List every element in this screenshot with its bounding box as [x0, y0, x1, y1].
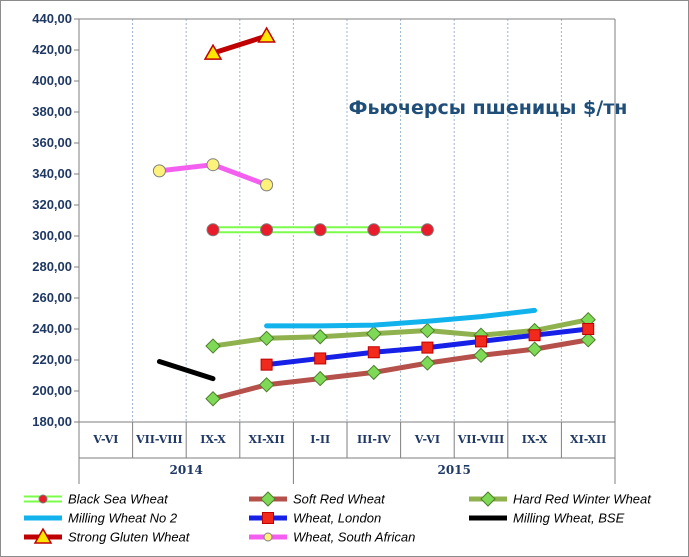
series-group: [205, 311, 596, 354]
data-point: [367, 346, 380, 359]
data-point: [421, 341, 434, 354]
grid-lines: [132, 19, 562, 422]
series-lines: [152, 26, 596, 407]
legend-item: Milling Wheat, BSE: [469, 511, 625, 526]
data-point: [206, 158, 220, 172]
legend-label: Hard Red Winter Wheat: [513, 492, 652, 507]
y-tick-label: 280,00: [32, 259, 72, 274]
data-point: [206, 223, 220, 237]
data-point: [528, 329, 541, 342]
y-tick-label: 360,00: [32, 135, 72, 150]
legend-label: Milling Wheat No 2: [68, 511, 178, 526]
legend-label: Wheat, London: [293, 511, 381, 526]
legend-item: Milling Wheat No 2: [24, 511, 178, 526]
series-group: [152, 158, 274, 192]
legend-label: Wheat, South African: [293, 530, 415, 545]
x-tick-label: V-VI: [92, 433, 118, 446]
data-point: [260, 223, 274, 237]
legend-label: Strong Gluten Wheat: [68, 530, 191, 545]
y-tick-label: 260,00: [32, 290, 72, 305]
legend-item: Soft Red Wheat: [249, 491, 386, 507]
data-point: [420, 223, 434, 237]
legend-marker: [33, 527, 53, 544]
legend-item: Hard Red Winter Wheat: [469, 491, 652, 507]
data-point: [366, 364, 382, 381]
series-line: [156, 359, 216, 382]
chart-title: Фьючерсы пшеницы $/тн: [349, 97, 628, 119]
data-point: [582, 323, 595, 335]
x-tick-label: VII-VIII: [457, 433, 505, 446]
data-point: [419, 322, 436, 339]
year-group-label: 2015: [437, 463, 470, 477]
y-tick-label: 320,00: [32, 197, 72, 212]
y-tick-label: 420,00: [32, 42, 72, 57]
x-tick-label: III-IV: [357, 433, 391, 446]
data-point: [312, 370, 328, 387]
y-tick-label: 340,00: [32, 166, 72, 181]
data-point: [367, 223, 381, 237]
data-point: [473, 347, 489, 364]
series-line: [210, 337, 591, 402]
data-point: [260, 178, 274, 192]
data-point: [203, 43, 223, 60]
data-point: [205, 338, 221, 354]
legend-marker: [263, 532, 273, 542]
data-point: [366, 325, 382, 342]
series-group: [205, 332, 596, 407]
x-tick-label: IX-X: [522, 433, 548, 446]
data-point: [419, 355, 436, 371]
series-group: [206, 223, 434, 237]
data-point: [526, 341, 543, 357]
data-point: [257, 26, 276, 43]
y-tick-label: 400,00: [32, 73, 72, 88]
x-tick-label: IX-X: [200, 433, 226, 446]
legend-marker: [262, 512, 274, 524]
x-tick-label: XI-XII: [570, 433, 606, 446]
y-tick-labels: 180,00 200,00 220,00 240,00 260,00 280,00 300,…: [32, 11, 79, 429]
data-point: [258, 330, 275, 347]
y-tick-label: 220,00: [32, 352, 72, 367]
legend-label: Soft Red Wheat: [293, 492, 386, 507]
y-tick-label: 300,00: [32, 228, 72, 243]
data-point: [258, 377, 275, 393]
data-point: [152, 164, 166, 178]
data-point: [475, 335, 487, 348]
data-point: [313, 223, 327, 237]
x-tick-labels: V-VI VII-VIII IX-X XI-XII I-II III-IV V-VI VII-…: [78, 422, 616, 459]
legend-item: Strong Gluten Wheat: [24, 527, 191, 545]
data-point: [205, 391, 221, 407]
series-group: [203, 26, 276, 60]
series-line: [210, 33, 270, 56]
legend: Black Sea Wheat Soft Red Wheat Hard Red Wi…: [24, 491, 652, 545]
data-point: [312, 329, 328, 345]
legend-item: Wheat, London: [249, 511, 381, 526]
x-tick-label: XI-XII: [248, 433, 284, 446]
series-group: [156, 359, 216, 382]
y-tick-label: 200,00: [32, 383, 72, 398]
y-tick-label: 380,00: [32, 104, 72, 119]
legend-label: Milling Wheat, BSE: [513, 511, 625, 526]
legend-item: Wheat, South African: [249, 530, 415, 545]
year-group-label: 2014: [169, 463, 202, 477]
x-tick-label: V-VI: [414, 433, 440, 446]
y-tick-label: 240,00: [32, 321, 72, 336]
data-point: [260, 358, 273, 371]
legend-marker: [480, 491, 496, 507]
data-point: [314, 352, 327, 365]
legend-item: Black Sea Wheat: [24, 492, 169, 507]
y-tick-label: 440,00: [32, 11, 72, 26]
x-tick-label: I-II: [310, 433, 330, 446]
series-line: [210, 317, 591, 349]
legend-label: Black Sea Wheat: [68, 492, 169, 507]
legend-marker: [38, 494, 48, 504]
series-group: [260, 323, 595, 371]
x-tick-label: VII-VIII: [135, 433, 183, 446]
legend-marker: [260, 491, 276, 507]
y-tick-label: 180,00: [32, 414, 72, 429]
year-group-labels: 2014 2015: [78, 458, 616, 484]
series-group: [264, 307, 538, 329]
series-line: [264, 307, 538, 329]
data-point: [580, 332, 596, 348]
